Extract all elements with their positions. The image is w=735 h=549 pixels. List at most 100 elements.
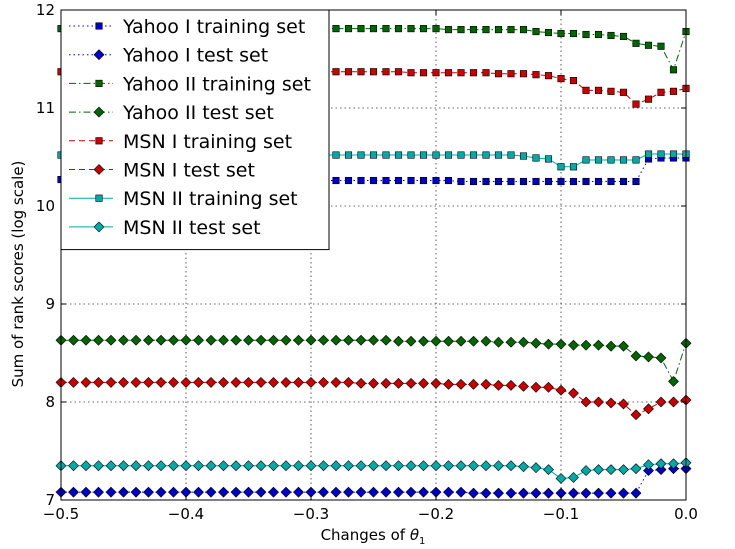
data-point bbox=[243, 486, 254, 498]
data-point bbox=[644, 95, 653, 103]
data-point bbox=[618, 464, 629, 476]
data-point bbox=[332, 151, 340, 159]
data-point bbox=[607, 156, 615, 164]
data-point bbox=[532, 28, 540, 36]
data-point bbox=[80, 334, 92, 346]
data-point bbox=[544, 72, 553, 80]
data-point bbox=[418, 335, 429, 347]
data-point bbox=[230, 376, 242, 388]
data-point bbox=[205, 376, 217, 388]
data-point bbox=[532, 177, 540, 186]
data-point bbox=[530, 487, 542, 499]
x-tick-label: −0.2 bbox=[418, 505, 454, 523]
y-tick-label: 10 bbox=[36, 197, 55, 215]
data-point bbox=[343, 460, 354, 472]
data-point bbox=[482, 177, 490, 186]
data-point bbox=[593, 339, 604, 351]
legend-marker bbox=[93, 221, 105, 233]
data-point bbox=[457, 151, 465, 159]
data-point bbox=[369, 25, 378, 33]
data-point bbox=[419, 176, 428, 185]
legend-marker bbox=[95, 194, 103, 202]
legend-label: MSN I training set bbox=[123, 131, 292, 153]
legend-label: Yahoo II test set bbox=[122, 102, 274, 124]
data-point bbox=[193, 486, 204, 498]
data-point bbox=[394, 151, 403, 159]
data-point bbox=[557, 163, 565, 171]
data-point bbox=[582, 86, 590, 94]
data-point bbox=[619, 88, 628, 96]
data-point bbox=[543, 381, 554, 393]
data-point bbox=[507, 151, 515, 159]
data-point bbox=[80, 486, 92, 498]
data-point bbox=[330, 486, 342, 498]
data-point bbox=[555, 384, 567, 396]
data-point bbox=[569, 163, 578, 171]
data-point bbox=[618, 487, 629, 499]
data-point bbox=[357, 176, 365, 185]
data-point bbox=[357, 25, 365, 33]
data-point bbox=[105, 376, 117, 388]
data-point bbox=[380, 334, 392, 346]
legend-label: Yahoo II training set bbox=[122, 73, 311, 95]
legend-marker bbox=[93, 106, 105, 118]
data-point bbox=[518, 487, 529, 499]
y-tick-label: 11 bbox=[36, 99, 55, 117]
data-point bbox=[493, 379, 504, 391]
data-point bbox=[657, 150, 665, 158]
data-point bbox=[518, 380, 529, 392]
data-point bbox=[407, 176, 415, 185]
data-point bbox=[268, 376, 279, 388]
data-point bbox=[605, 487, 617, 499]
data-point bbox=[80, 460, 92, 472]
data-point bbox=[355, 486, 367, 498]
data-point bbox=[569, 29, 578, 38]
legend-label: Yahoo I test set bbox=[122, 45, 268, 67]
data-point bbox=[543, 464, 554, 476]
data-point bbox=[205, 460, 217, 472]
data-point bbox=[544, 28, 553, 37]
data-point bbox=[605, 464, 617, 476]
data-point bbox=[568, 387, 579, 399]
data-point bbox=[507, 70, 515, 78]
data-point bbox=[580, 396, 592, 408]
data-point bbox=[93, 334, 104, 346]
legend-marker bbox=[95, 22, 103, 30]
data-point bbox=[355, 460, 367, 472]
data-point bbox=[93, 486, 104, 498]
data-point bbox=[93, 460, 104, 472]
data-point bbox=[493, 336, 504, 348]
legend-label: MSN I test set bbox=[123, 160, 255, 182]
data-point bbox=[193, 334, 204, 346]
data-point bbox=[580, 465, 592, 477]
x-axis-label-subscript: 1 bbox=[419, 536, 425, 547]
data-point bbox=[507, 177, 515, 186]
data-point bbox=[530, 337, 542, 349]
data-point bbox=[330, 376, 342, 388]
data-point bbox=[368, 486, 379, 498]
data-point bbox=[444, 26, 453, 34]
data-point bbox=[193, 460, 204, 472]
data-point bbox=[505, 460, 517, 472]
data-point bbox=[632, 177, 640, 186]
data-point bbox=[557, 75, 565, 83]
axis-ticks: −0.5 −0.4 −0.3 −0.2 −0.1 0.0 7 8 9 10 11 12 bbox=[36, 1, 698, 523]
data-point bbox=[355, 334, 367, 346]
data-point bbox=[494, 70, 503, 78]
y-tick-label: 12 bbox=[36, 1, 55, 19]
data-point bbox=[394, 25, 403, 33]
data-point bbox=[494, 151, 503, 159]
data-point bbox=[605, 397, 617, 409]
data-point bbox=[607, 87, 615, 95]
data-point bbox=[544, 155, 553, 163]
data-point bbox=[444, 69, 453, 77]
x-axis-label-symbol: θ bbox=[410, 526, 419, 544]
data-point bbox=[444, 151, 453, 159]
data-point bbox=[268, 486, 279, 498]
legend-marker bbox=[95, 137, 103, 145]
data-point bbox=[419, 151, 428, 159]
y-tick-label: 7 bbox=[45, 491, 55, 509]
data-point bbox=[318, 460, 329, 472]
data-point bbox=[369, 176, 378, 185]
data-point bbox=[655, 352, 667, 364]
